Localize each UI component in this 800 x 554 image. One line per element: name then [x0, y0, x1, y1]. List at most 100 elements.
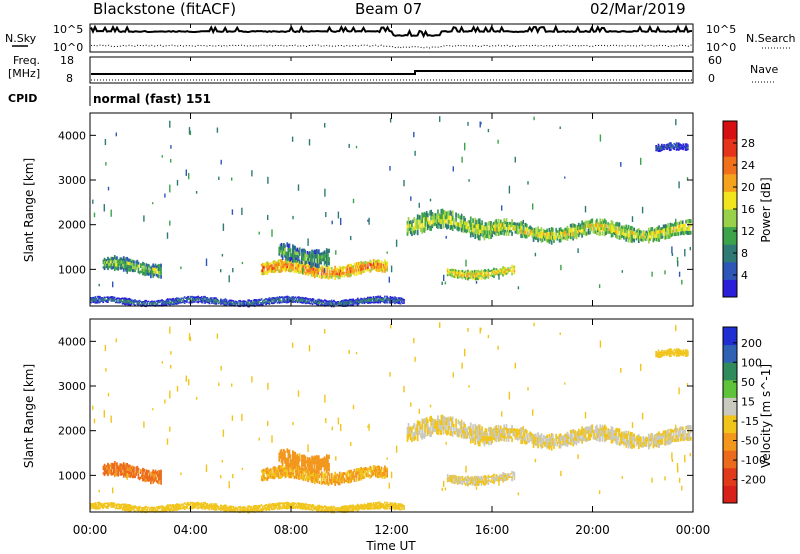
power-cell — [263, 268, 265, 272]
power-cell — [260, 269, 263, 273]
nsearch-trace — [90, 44, 692, 49]
velocity-cell — [672, 352, 675, 354]
velocity-cell — [152, 476, 155, 481]
power-cell — [454, 269, 457, 272]
power-cell — [434, 216, 437, 220]
power-cell — [340, 272, 342, 275]
velocity-cell — [373, 468, 376, 472]
power-cell — [434, 222, 437, 226]
velocity-cell — [487, 474, 490, 478]
velocity-cell — [623, 442, 625, 446]
power-cell — [655, 145, 658, 147]
power-cell — [379, 301, 382, 304]
power-cell — [136, 304, 139, 306]
power-cell — [361, 301, 364, 303]
velocity-cell — [687, 424, 690, 429]
velocity-cell — [594, 436, 597, 440]
power-cell — [352, 300, 355, 303]
power-cell — [317, 268, 320, 272]
velocity-cell — [361, 473, 364, 477]
velocity-cell — [319, 461, 321, 465]
velocity-cell — [437, 425, 439, 430]
power-cell — [285, 299, 288, 302]
power-cell — [241, 303, 244, 305]
velocity-cell — [118, 467, 121, 470]
velocity-cell — [325, 454, 328, 459]
power-cell — [357, 262, 359, 266]
power-cell — [448, 212, 451, 217]
velocity-cell — [551, 441, 554, 446]
power-cell — [596, 231, 598, 236]
velocity-cell — [335, 476, 338, 479]
velocity-cell — [350, 469, 352, 473]
power-cell — [289, 269, 291, 273]
velocity-cell — [518, 437, 520, 440]
velocity-cell — [545, 441, 547, 445]
velocity-cell — [493, 478, 495, 482]
power-cell — [313, 258, 316, 264]
power-cell — [295, 251, 298, 255]
power-cell — [316, 254, 319, 259]
power-cell — [585, 224, 588, 229]
power-cell — [358, 261, 360, 266]
power-cell — [499, 227, 502, 231]
power-cell — [327, 303, 330, 305]
power-cell — [449, 272, 451, 275]
velocity-cell — [488, 427, 490, 432]
velocity-cell — [103, 466, 106, 470]
power-cell — [468, 271, 471, 274]
power-cell — [677, 228, 680, 233]
power-cell — [330, 299, 333, 302]
power-cell — [310, 253, 312, 259]
power-cell — [119, 301, 122, 304]
power-cell — [139, 304, 142, 306]
power-cell — [536, 236, 538, 240]
velocity-cell — [613, 432, 615, 436]
power-cell — [478, 272, 481, 275]
velocity-cell — [152, 473, 155, 477]
velocity-cell — [631, 436, 633, 441]
velocity-cell — [624, 435, 627, 439]
velocity-cell — [520, 435, 523, 440]
power-cell — [252, 301, 255, 303]
power-cell — [364, 299, 367, 301]
velocity-cell — [520, 431, 523, 436]
velocity-cell — [568, 441, 571, 445]
power-cell — [299, 298, 301, 301]
power-cell — [133, 300, 135, 302]
nsky-trace — [90, 24, 693, 39]
power-cell — [385, 264, 387, 267]
power-cell — [475, 275, 477, 278]
velocity-cell — [666, 351, 669, 353]
velocity-cell — [351, 473, 354, 476]
velocity-cell — [295, 476, 298, 480]
power-cell — [506, 270, 509, 273]
power-cell — [675, 142, 678, 145]
velocity-cell — [273, 472, 276, 476]
velocity-cell — [549, 436, 552, 439]
velocity-cell — [119, 469, 122, 473]
power-cell — [550, 231, 553, 236]
velocity-cell — [342, 477, 345, 481]
velocity-cell — [679, 433, 682, 438]
power-cell — [549, 230, 552, 233]
velocity-cell — [446, 478, 449, 481]
power-cell — [120, 266, 123, 270]
power-cell — [292, 264, 295, 267]
power-cell — [465, 225, 468, 230]
power-cell — [203, 295, 205, 298]
velocity-cell — [421, 423, 424, 430]
power-cell — [356, 301, 359, 304]
velocity-cell — [461, 475, 464, 479]
power-cell — [279, 244, 282, 247]
power-cell — [458, 274, 460, 277]
power-cell — [473, 275, 476, 278]
velocity-cell — [467, 481, 469, 484]
power-cell — [481, 274, 484, 277]
velocity-cell — [434, 419, 437, 423]
power-cell — [502, 226, 504, 230]
power-cell — [629, 225, 632, 230]
power-cell — [423, 211, 426, 218]
velocity-cell — [689, 425, 692, 430]
velocity-cell — [659, 442, 662, 446]
